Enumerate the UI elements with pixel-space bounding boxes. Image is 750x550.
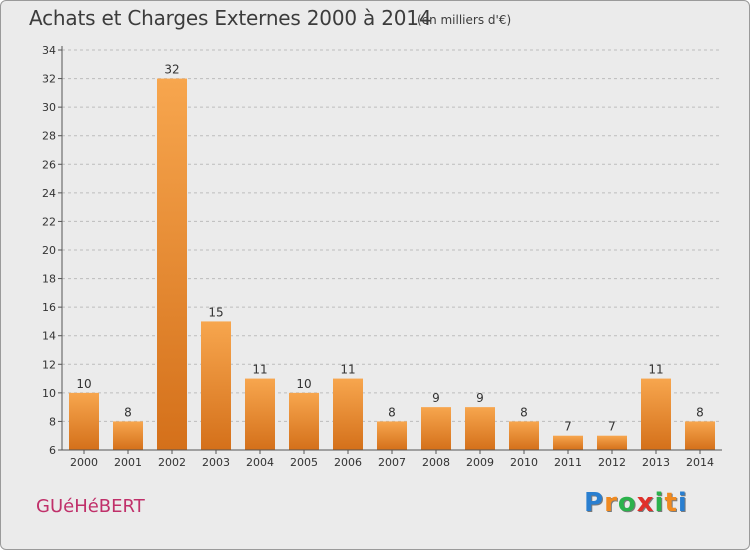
logo-letter: t <box>664 488 678 518</box>
bar-value-label: 15 <box>208 305 223 319</box>
logo-letter: x <box>636 488 655 518</box>
bar <box>421 407 451 450</box>
bar <box>641 378 671 450</box>
bar <box>597 435 627 450</box>
bar-value-label: 7 <box>564 420 572 434</box>
x-tick-label: 2002 <box>158 456 186 469</box>
bar-value-label: 7 <box>608 420 616 434</box>
x-tick-label: 2000 <box>70 456 98 469</box>
logo-letter: i <box>654 488 665 518</box>
bar-value-label: 11 <box>648 363 663 377</box>
y-tick-label: 32 <box>42 73 56 86</box>
bar <box>201 321 231 450</box>
y-tick-label: 24 <box>42 187 56 200</box>
y-tick-label: 6 <box>49 444 56 457</box>
bar <box>333 378 363 450</box>
chart-title: Achats et Charges Externes 2000 à 2014 <box>29 6 432 30</box>
bar <box>113 421 143 450</box>
bar <box>553 435 583 450</box>
y-tick-label: 20 <box>42 244 56 257</box>
x-tick-label: 2003 <box>202 456 230 469</box>
bar <box>289 392 319 450</box>
bar <box>69 392 99 450</box>
bars <box>69 78 715 451</box>
y-tick-label: 22 <box>42 215 56 228</box>
logo-letter: P <box>584 488 605 518</box>
bar <box>509 421 539 450</box>
bar-value-label: 8 <box>696 405 704 419</box>
bar-value-label: 10 <box>76 377 91 391</box>
labels: 10 8 32 15 11 10 11 8 9 9 8 7 7 11 8 <box>76 63 703 434</box>
bar-value-label: 8 <box>388 405 396 419</box>
bar-value-label: 10 <box>296 377 311 391</box>
bar <box>465 407 495 450</box>
y-tick-label: 34 <box>42 44 56 57</box>
x-tick-label: 2005 <box>290 456 318 469</box>
y-tick-label: 26 <box>42 158 56 171</box>
bar-value-label: 32 <box>164 63 179 77</box>
x-tick-label: 2001 <box>114 456 142 469</box>
x-tick-label: 2014 <box>686 456 714 469</box>
y-tick-label: 10 <box>42 387 56 400</box>
y-tick-label: 16 <box>42 301 56 314</box>
logo-letter: r <box>604 488 618 518</box>
y-tick-label: 8 <box>49 415 56 428</box>
x-tick-label: 2013 <box>642 456 670 469</box>
y-tick-label: 30 <box>42 101 56 114</box>
y-tick-label: 12 <box>42 358 56 371</box>
x-tick-label: 2009 <box>466 456 494 469</box>
axes: 6 8 10 12 14 16 18 20 22 24 26 28 30 32 34 2000 2001 2002… <box>42 44 722 469</box>
y-tick-label: 14 <box>42 330 56 343</box>
bar <box>245 378 275 450</box>
x-tick-label: 2010 <box>510 456 538 469</box>
x-tick-label: 2011 <box>554 456 582 469</box>
bar-value-label: 8 <box>124 405 132 419</box>
x-tick-label: 2008 <box>422 456 450 469</box>
bar <box>377 421 407 450</box>
y-tick-label: 28 <box>42 130 56 143</box>
x-tick-label: 2012 <box>598 456 626 469</box>
y-tick-label: 18 <box>42 273 56 286</box>
bar <box>157 78 187 451</box>
bar-value-label: 9 <box>476 391 484 405</box>
commune-name: GUéHéBERT <box>36 496 145 517</box>
bar-value-label: 11 <box>340 363 355 377</box>
x-tick-label: 2006 <box>334 456 362 469</box>
x-tick-label: 2004 <box>246 456 274 469</box>
bar-value-label: 9 <box>432 391 440 405</box>
logo-letter: i <box>677 488 688 518</box>
logo-letter: o <box>617 488 637 518</box>
chart-subtitle: (en milliers d'€) <box>417 13 512 27</box>
bar-value-label: 8 <box>520 405 528 419</box>
x-tick-label: 2007 <box>378 456 406 469</box>
bar <box>685 421 715 450</box>
bar-value-label: 11 <box>252 363 267 377</box>
proxiti-logo: Proxiti <box>584 488 688 518</box>
